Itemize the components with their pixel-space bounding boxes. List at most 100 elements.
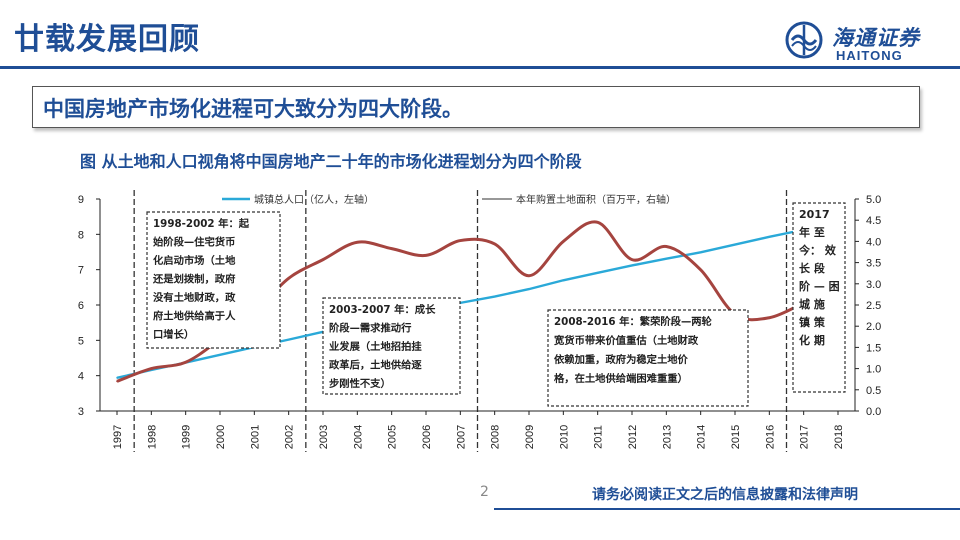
x-tick-label: 2005 [387, 425, 399, 449]
x-tick-label: 2003 [318, 425, 330, 449]
left-tick-label: 3 [78, 406, 84, 418]
land-point [287, 277, 290, 280]
left-tick-label: 5 [78, 335, 84, 347]
annotation-line: 2008-2016 年：繁荣阶段—两轮 [554, 315, 713, 328]
annotation-line: 年 至 [799, 225, 825, 239]
annotation-line: 2003-2007 年：成长 [329, 303, 436, 316]
footer-rule [494, 508, 960, 510]
land-point [493, 243, 496, 245]
headline-box: 中国房地产市场化进程可大致分为四大阶段。 [32, 86, 920, 128]
x-tick-label: 2009 [524, 425, 536, 449]
title-rule [0, 66, 960, 69]
population-point [699, 251, 702, 254]
left-tick-label: 4 [78, 371, 84, 383]
land-point [150, 367, 153, 370]
annotation-line: 依赖加重，政府为稳定土地价 [554, 353, 689, 366]
population-point [219, 354, 221, 356]
land-point [699, 269, 702, 271]
x-tick-label: 2006 [421, 425, 433, 449]
land-point [390, 247, 393, 250]
x-tick-label: 2017 [799, 425, 811, 449]
haitong-emblem-icon [785, 21, 823, 59]
annotation-line: 还是划拨制，政府 [152, 273, 236, 286]
right-tick-label: 1.5 [866, 342, 881, 354]
x-tick-label: 2018 [833, 425, 845, 449]
annotation-line: 长 段 [799, 261, 825, 275]
population-point [493, 295, 496, 298]
right-tick-label: 3.0 [866, 279, 881, 291]
x-tick-label: 2000 [215, 425, 227, 449]
right-tick-label: 0.0 [866, 406, 881, 418]
annotation-line: 今： 效 [798, 243, 837, 257]
right-tick-label: 0.5 [866, 385, 881, 397]
annotation-a4: 2017 年 至今： 效长 段阶 — 困城 施镇 策化 期 [792, 202, 846, 393]
annotation-box [146, 211, 281, 349]
annotation-line: 格，在土地供给端困难重重） [554, 372, 688, 385]
population-point [562, 279, 565, 282]
land-point [425, 254, 427, 257]
annotation-line: 始阶段—住宅货币 [153, 236, 235, 249]
annotation-line: 政革后，土地供给逐 [329, 359, 422, 372]
phase-dividers [133, 190, 788, 452]
population-point [768, 236, 771, 238]
x-tick-label: 1999 [181, 425, 193, 449]
land-point [459, 239, 462, 242]
x-tick-label: 2015 [730, 425, 742, 449]
land-point [768, 316, 771, 319]
annotation-a2: 2003-2007 年：成长阶段—需求推动行业发展（土地招拍挂政革后，土地供给逐… [322, 297, 461, 395]
annotation-line: 城 施 [799, 297, 825, 311]
land-point [631, 258, 633, 261]
x-tick-label: 2002 [284, 425, 296, 449]
annotation-box [792, 202, 846, 393]
annotation-line: 宽货币带来价值重估（土地财政 [553, 334, 699, 347]
x-tick-label: 2012 [627, 425, 639, 449]
annotation-a1: 1998-2002 年：起始阶段—住宅货币化启动市场（土地还是划拨制，政府没有土… [146, 211, 281, 349]
left-tick-label: 8 [78, 229, 84, 241]
annotation-box [322, 297, 461, 395]
x-tick-label: 2013 [661, 425, 673, 449]
right-tick-label: 3.5 [866, 258, 881, 270]
right-tick-label: 4.5 [866, 215, 881, 227]
annotation-line: 阶 — 困 [799, 279, 840, 293]
land-point [562, 240, 565, 243]
right-tick-label: 4.0 [866, 236, 881, 248]
annotation-line: 业发展（土地招拍挂 [329, 340, 422, 353]
annotation-a3: 2008-2016 年：繁荣阶段—两轮宽货币带来价值重估（土地财政依赖加重，政府… [547, 309, 749, 407]
population-point [116, 376, 118, 379]
right-tick-label: 1.0 [866, 364, 881, 376]
legend-label-population: 城镇总人口（亿人，左轴） [254, 193, 374, 206]
annotation-line: 化启动市场（土地 [153, 254, 236, 267]
right-tick-label: 2.0 [866, 321, 881, 333]
land-point [184, 361, 187, 364]
x-tick-label: 2001 [249, 425, 261, 449]
annotation-line: 口增长） [153, 328, 194, 341]
population-point [734, 243, 736, 246]
left-tick-label: 9 [78, 194, 84, 206]
slide-title: 廿载发展回顾 [14, 22, 200, 57]
x-tick-label: 2016 [764, 425, 776, 449]
annotation-line: 化 期 [799, 333, 825, 347]
annotation-line: 1998-2002 年：起 [153, 217, 250, 230]
x-tick-label: 2014 [696, 425, 708, 449]
x-tick-label: 1998 [146, 425, 158, 449]
headline: 中国房地产市场化进程可大致分为四大阶段。 [43, 97, 463, 121]
logo-chinese-name: 海通证券 [832, 25, 920, 50]
x-tick-label: 2004 [352, 425, 364, 449]
x-tick-label: 2007 [455, 425, 467, 449]
annotation-box [547, 309, 749, 407]
population-point [631, 264, 633, 267]
right-tick-label: 5.0 [866, 194, 881, 206]
figure-title: 图 从土地和人口视角将中国房地产二十年的市场化进程划分为四个阶段 [80, 152, 582, 171]
x-tick-label: 2011 [593, 425, 605, 449]
logo-english-name: HAITONG [836, 48, 903, 63]
land-point [116, 380, 118, 383]
page-number: 2 [480, 484, 489, 500]
annotation-line: 步刚性不支） [329, 377, 391, 390]
annotation-line: 2017 [799, 208, 830, 221]
land-point [322, 258, 324, 261]
phase-annotations: 1998-2002 年：起始阶段—住宅货币化启动市场（土地还是划拨制，政府没有土… [146, 202, 846, 407]
x-tick-label: 2008 [490, 425, 502, 449]
left-tick-label: 7 [78, 265, 84, 277]
disclaimer-link[interactable]: 请务必阅读正文之后的信息披露和法律声明 [592, 487, 858, 503]
